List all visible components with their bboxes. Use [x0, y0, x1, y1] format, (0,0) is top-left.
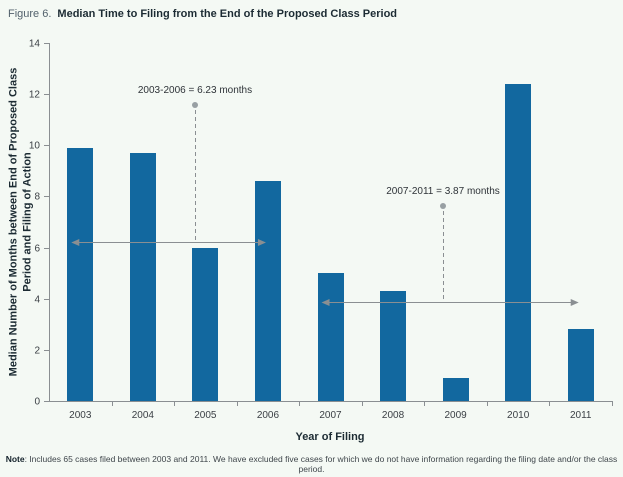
figure-title-row: Figure 6. Median Time to Filing from the … — [8, 8, 397, 20]
bar-2011 — [567, 329, 594, 401]
bar-2010 — [505, 83, 532, 401]
footnote: Note: Includes 65 cases filed between 20… — [0, 454, 623, 474]
y-tick-label: 6 — [34, 243, 40, 254]
x-axis-title: Year of Filing — [295, 431, 365, 443]
bar-2003 — [67, 147, 94, 401]
x-tick-label: 2011 — [569, 410, 592, 421]
y-tick-mark — [44, 248, 49, 249]
x-tick-mark — [237, 401, 238, 406]
x-tick-label: 2004 — [131, 410, 154, 421]
y-axis-line — [49, 43, 50, 401]
x-tick-mark — [549, 401, 550, 406]
x-tick-mark — [299, 401, 300, 406]
y-tick-mark — [44, 145, 49, 146]
x-axis-line — [49, 401, 613, 402]
y-tick-mark — [44, 350, 49, 351]
y-tick-mark — [44, 401, 49, 402]
bar-2009 — [442, 377, 469, 401]
y-tick-mark — [44, 43, 49, 44]
x-tick-label: 2009 — [444, 410, 467, 421]
x-tick-mark — [487, 401, 488, 406]
bar-2007 — [317, 273, 344, 401]
x-tick-mark — [424, 401, 425, 406]
footnote-label: Note — [5, 454, 25, 464]
x-tick-label: 2008 — [381, 410, 405, 421]
x-tick-mark — [362, 401, 363, 406]
y-tick-label: 10 — [28, 140, 40, 151]
bar-2005 — [192, 247, 219, 401]
x-tick-label: 2007 — [319, 410, 342, 421]
y-tick-label: 14 — [28, 38, 40, 49]
y-tick-mark — [44, 196, 49, 197]
figure-number-label: Figure 6. — [8, 8, 52, 20]
y-tick-label: 0 — [34, 396, 40, 407]
y-tick-label: 4 — [34, 294, 40, 305]
y-tick-label: 8 — [34, 191, 40, 202]
y-tick-label: 2 — [34, 345, 40, 356]
bar-2006 — [254, 181, 281, 401]
y-tick-mark — [44, 94, 49, 95]
x-tick-label: 2005 — [194, 410, 217, 421]
footnote-text: : Includes 65 cases filed between 2003 a… — [24, 454, 618, 474]
x-tick-mark — [174, 401, 175, 406]
x-tick-mark — [612, 401, 613, 406]
x-tick-label: 2006 — [256, 410, 280, 421]
x-tick-label: 2003 — [69, 410, 92, 421]
figure-title: Median Time to Filing from the End of th… — [57, 8, 398, 20]
bar-2004 — [129, 152, 156, 401]
x-tick-label: 2010 — [507, 410, 530, 421]
y-tick-mark — [44, 299, 49, 300]
annotation-label: 2003-2006 = 6.23 months — [137, 85, 253, 96]
annotation-label: 2007-2011 = 3.87 months — [386, 186, 500, 197]
bar-2008 — [380, 291, 407, 401]
x-tick-mark — [112, 401, 113, 406]
y-axis-title: Median Number of Months between End of P… — [7, 67, 33, 377]
y-tick-label: 12 — [28, 89, 40, 100]
